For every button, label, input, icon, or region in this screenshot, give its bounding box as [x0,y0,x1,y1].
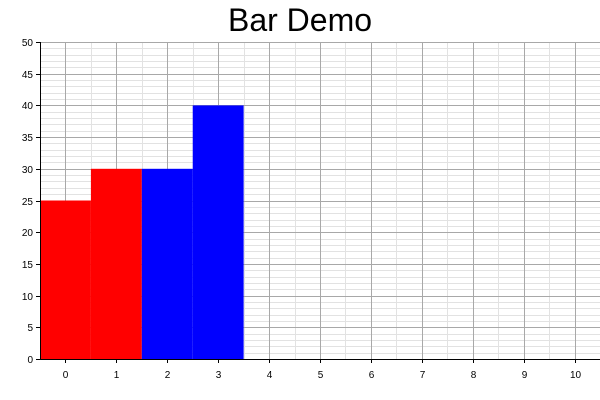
x-tick-label: 1 [114,370,120,381]
x-tick-label: 3 [216,370,222,381]
x-tick-label: 5 [318,370,324,381]
bar [141,168,193,359]
x-tick-label: 9 [522,370,528,381]
y-tick-label: 15 [22,260,34,271]
x-tick-label: 4 [267,370,273,381]
y-tick-label: 50 [22,38,34,49]
y-tick-label: 5 [27,323,33,334]
x-tick-label: 6 [369,370,375,381]
y-tick-label: 30 [22,165,34,176]
y-tick-label: 20 [22,228,34,239]
bar [192,105,244,360]
x-tick-label: 8 [471,370,477,381]
chart-title: Bar Demo [227,2,373,38]
x-tick-label: 7 [420,370,426,381]
bars [40,105,244,360]
y-tick-label: 10 [22,292,34,303]
y-tick-label: 45 [22,70,34,81]
x-tick-label: 10 [570,370,582,381]
x-axis-ticks: 0 1 2 3 4 5 6 7 8 9 10 [63,359,582,381]
y-tick-label: 35 [22,133,34,144]
x-tick-label: 2 [165,370,171,381]
bar [90,168,142,359]
y-axis-ticks: 0 5 10 15 20 25 30 35 40 45 50 [22,38,40,366]
x-tick-label: 0 [63,370,69,381]
y-tick-label: 25 [22,197,34,208]
bar [40,200,91,359]
y-tick-label: 0 [27,355,33,366]
y-tick-label: 40 [22,101,34,112]
